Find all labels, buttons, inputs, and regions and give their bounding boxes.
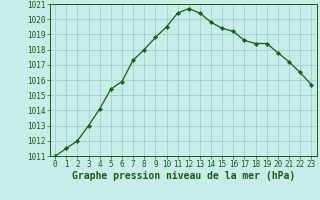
X-axis label: Graphe pression niveau de la mer (hPa): Graphe pression niveau de la mer (hPa) bbox=[72, 171, 295, 181]
